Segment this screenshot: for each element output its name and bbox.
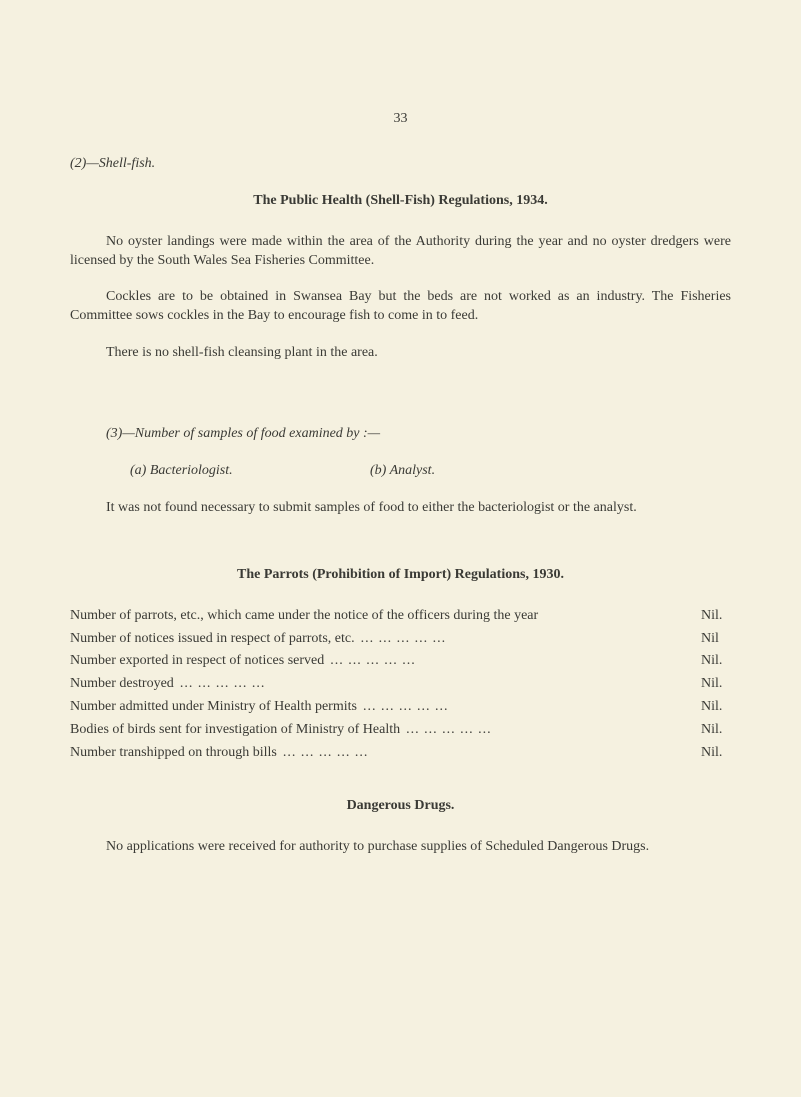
parrots-row-label: Number of parrots, etc., which came unde…	[70, 607, 538, 626]
dots	[363, 709, 677, 710]
parrots-row-val: Nil	[683, 630, 731, 649]
dots	[406, 732, 677, 733]
parrots-row-val: Nil.	[683, 698, 731, 717]
page-number: 33	[70, 110, 731, 129]
parrots-row-val: Nil.	[683, 744, 731, 763]
dots	[330, 663, 677, 664]
parrots-title: The Parrots (Prohibition of Import) Regu…	[70, 566, 731, 585]
parrots-row-label: Bodies of birds sent for investigation o…	[70, 721, 400, 740]
dots	[361, 641, 677, 642]
parrots-row: Number of parrots, etc., which came unde…	[70, 607, 731, 626]
section-2-para-2: Cockles are to be obtained in Swansea Ba…	[70, 288, 731, 326]
section-2-title: The Public Health (Shell-Fish) Regulatio…	[70, 192, 731, 211]
parrots-row: Number of notices issued in respect of p…	[70, 630, 731, 649]
analyst-label: (b) Analyst.	[370, 462, 435, 481]
section-2-label: (2)—Shell-fish.	[70, 155, 731, 174]
bacteriologist-label: (a) Bacteriologist.	[130, 462, 370, 481]
section-2-para-3: There is no shell-fish cleansing plant i…	[70, 344, 731, 363]
parrots-row-val: Nil.	[683, 675, 731, 694]
section-3-ab: (a) Bacteriologist. (b) Analyst.	[130, 462, 731, 481]
parrots-row-val: Nil.	[683, 607, 731, 626]
parrots-row: Number admitted under Ministry of Health…	[70, 698, 731, 717]
parrots-row-label: Number admitted under Ministry of Health…	[70, 698, 357, 717]
parrots-row: Number transhipped on through bills Nil.	[70, 744, 731, 763]
parrots-row: Number exported in respect of notices se…	[70, 652, 731, 671]
parrots-row-label: Number destroyed	[70, 675, 174, 694]
dots	[180, 686, 677, 687]
parrots-row-val: Nil.	[683, 652, 731, 671]
section-2-para-1: No oyster landings were made within the …	[70, 233, 731, 271]
parrots-row-label: Number exported in respect of notices se…	[70, 652, 324, 671]
section-3-label: (3)—Number of samples of food examined b…	[106, 425, 731, 444]
dots	[283, 755, 677, 756]
parrots-row-label: Number transhipped on through bills	[70, 744, 277, 763]
parrots-row: Number destroyed Nil.	[70, 675, 731, 694]
parrots-row-label: Number of notices issued in respect of p…	[70, 630, 355, 649]
drugs-para-1: No applications were received for author…	[70, 838, 731, 857]
document-page: 33 (2)—Shell-fish. The Public Health (Sh…	[0, 0, 801, 1097]
section-3-para-1: It was not found necessary to submit sam…	[70, 499, 731, 518]
parrots-row-val: Nil.	[683, 721, 731, 740]
parrots-row: Bodies of birds sent for investigation o…	[70, 721, 731, 740]
drugs-title: Dangerous Drugs.	[70, 797, 731, 816]
